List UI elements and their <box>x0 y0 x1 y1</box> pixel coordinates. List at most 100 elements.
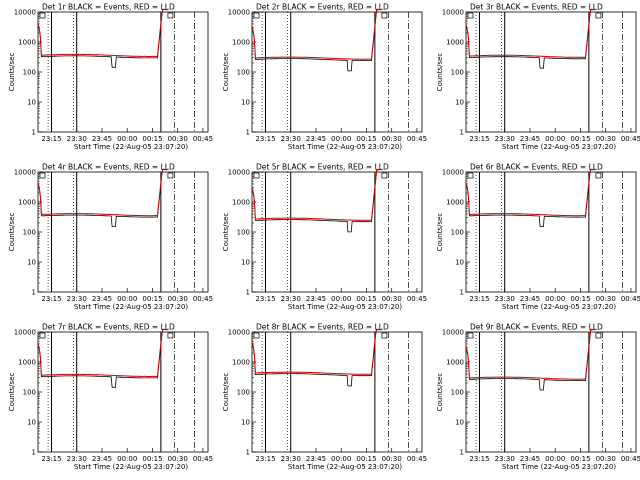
y-tick-label: 10 <box>27 259 36 267</box>
y-tick-label: 100 <box>451 389 464 397</box>
plot-frame <box>37 331 209 453</box>
events-series-line <box>251 9 382 72</box>
x-axis-label: Start Time (22-Aug-05 23:07:20) <box>502 463 616 471</box>
x-tick-label: 00:00 <box>117 295 137 303</box>
x-tick-label: 23:15 <box>469 135 489 143</box>
x-tick-label: 23:30 <box>281 455 301 463</box>
y-tick-label: 100 <box>237 389 250 397</box>
x-tick-label: 23:15 <box>41 135 61 143</box>
y-tick-label: 100 <box>237 69 250 77</box>
x-tick-label: 00:45 <box>407 295 427 303</box>
x-tick-label: 00:45 <box>407 455 427 463</box>
events-series-line <box>251 329 382 387</box>
x-tick-label: 00:30 <box>596 135 616 143</box>
marker-square <box>39 332 46 339</box>
plot-frame <box>251 331 423 453</box>
x-tick-label: 00:15 <box>570 455 590 463</box>
panel-title: Det 3r BLACK = Events, RED = LLD <box>470 3 603 12</box>
x-tick-label: 23:15 <box>41 295 61 303</box>
y-tick-label: 1000 <box>18 199 36 207</box>
lld-series-line <box>37 329 168 377</box>
x-tick-label: 00:00 <box>545 295 565 303</box>
y-tick-label: 1 <box>460 289 464 297</box>
x-tick-label: 23:45 <box>306 455 326 463</box>
y-tick-label: 10000 <box>228 329 250 337</box>
lld-series-line <box>251 169 382 221</box>
events-series-line <box>251 169 382 233</box>
y-tick-label: 100 <box>23 389 36 397</box>
panel-title: Det 9r BLACK = Events, RED = LLD <box>470 323 603 332</box>
x-tick-label: 00:45 <box>193 135 213 143</box>
x-tick-label: 00:15 <box>142 455 162 463</box>
x-tick-label: 00:45 <box>621 455 640 463</box>
x-tick-label: 23:30 <box>67 135 87 143</box>
y-tick-label: 10 <box>241 259 250 267</box>
y-tick-label: 10000 <box>14 329 36 337</box>
x-tick-label: 00:30 <box>168 455 188 463</box>
y-tick-label: 1000 <box>18 39 36 47</box>
lld-series-line <box>465 169 596 217</box>
y-tick-label: 100 <box>23 229 36 237</box>
y-tick-label: 10000 <box>442 329 464 337</box>
x-tick-label: 00:30 <box>382 295 402 303</box>
y-tick-label: 10000 <box>14 169 36 177</box>
x-tick-label: 00:15 <box>570 295 590 303</box>
marker-square <box>167 12 174 19</box>
x-tick-label: 23:45 <box>520 135 540 143</box>
x-tick-label: 23:15 <box>469 295 489 303</box>
marker-square <box>381 332 388 339</box>
marker-square <box>253 12 260 19</box>
x-tick-label: 23:15 <box>41 455 61 463</box>
marker-square <box>39 172 46 179</box>
x-tick-label: 23:30 <box>281 135 301 143</box>
y-tick-label: 10000 <box>228 169 250 177</box>
panel-9: Det 9r BLACK = Events, RED = LLD 1 10 100 10… <box>436 323 640 472</box>
lld-series-line <box>37 169 168 217</box>
lld-series-line <box>465 9 596 58</box>
x-axis-label: Start Time (22-Aug-05 23:07:20) <box>74 143 188 151</box>
y-tick-label: 100 <box>23 69 36 77</box>
y-tick-label: 1000 <box>446 199 464 207</box>
x-tick-label: 00:00 <box>331 455 351 463</box>
panel-title: Det 1r BLACK = Events, RED = LLD <box>42 3 175 12</box>
y-tick-label: 10 <box>455 99 464 107</box>
y-tick-label: 10000 <box>228 9 250 17</box>
plot-frame <box>465 331 637 453</box>
marker-square <box>467 332 474 339</box>
y-tick-label: 1 <box>246 289 250 297</box>
x-tick-label: 00:45 <box>621 295 640 303</box>
y-tick-label: 10 <box>241 99 250 107</box>
events-series-line <box>37 9 168 68</box>
marker-square <box>595 332 602 339</box>
x-axis-label: Start Time (22-Aug-05 23:07:20) <box>74 463 188 471</box>
x-tick-label: 23:45 <box>92 135 112 143</box>
y-tick-label: 1000 <box>232 359 250 367</box>
plot-frame <box>465 171 637 293</box>
events-series-line <box>37 169 168 228</box>
y-tick-label: 10000 <box>14 9 36 17</box>
x-tick-label: 00:30 <box>596 455 616 463</box>
x-tick-label: 00:45 <box>621 135 640 143</box>
y-tick-label: 1 <box>32 129 36 137</box>
x-tick-label: 00:30 <box>382 455 402 463</box>
marker-square <box>381 12 388 19</box>
panel-6: Det 6r BLACK = Events, RED = LLD 1 10 100 10… <box>436 163 640 312</box>
marker-square <box>39 12 46 19</box>
x-axis-label: Start Time (22-Aug-05 23:07:20) <box>288 143 402 151</box>
y-axis-label: Counts/sec <box>8 53 16 92</box>
x-tick-label: 23:30 <box>495 135 515 143</box>
x-tick-label: 00:45 <box>407 135 427 143</box>
lld-series-line <box>251 9 382 60</box>
y-tick-label: 1 <box>460 449 464 457</box>
x-tick-label: 00:00 <box>545 135 565 143</box>
events-series-line <box>465 169 596 228</box>
x-tick-label: 23:15 <box>255 135 275 143</box>
y-axis-label: Counts/sec <box>8 213 16 252</box>
panel-title: Det 7r BLACK = Events, RED = LLD <box>42 323 175 332</box>
panel-title: Det 2r BLACK = Events, RED = LLD <box>256 3 389 12</box>
x-tick-label: 00:30 <box>382 135 402 143</box>
x-tick-label: 00:00 <box>545 455 565 463</box>
y-tick-label: 100 <box>237 229 250 237</box>
plot-frame <box>251 11 423 133</box>
events-series-line <box>465 9 596 69</box>
